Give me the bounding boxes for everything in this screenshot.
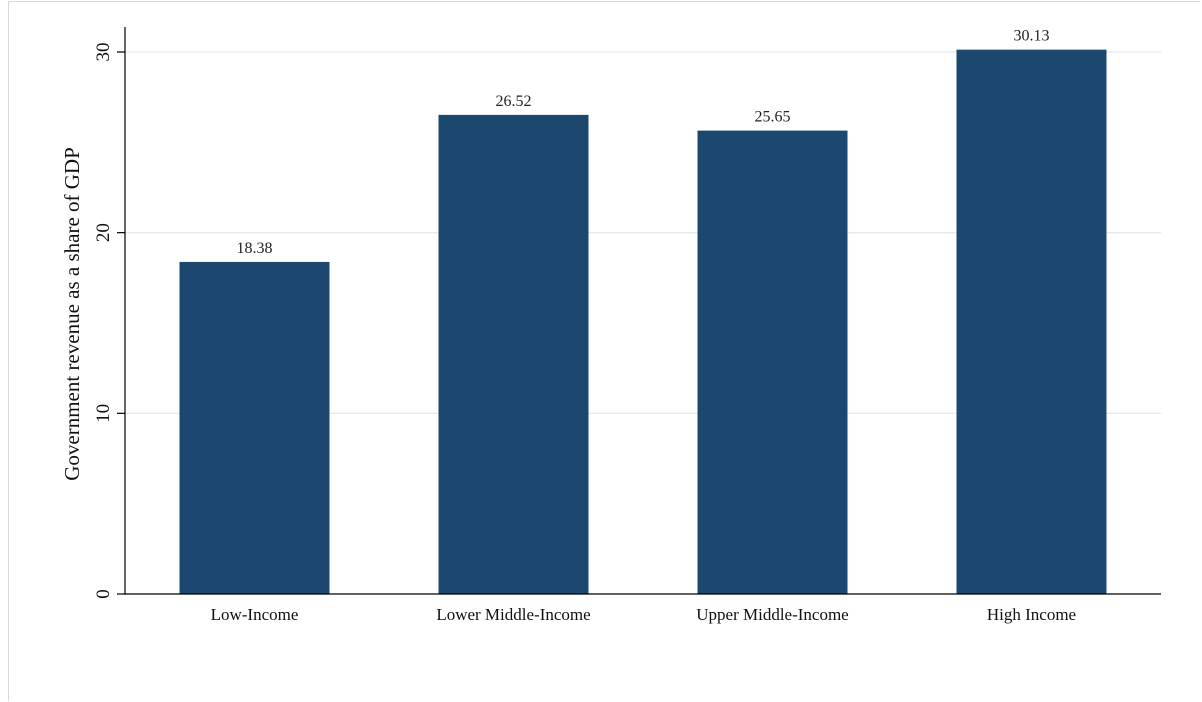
axes [117,27,1161,595]
y-tick-label: 30 [93,43,114,62]
x-tick-label: High Income [987,605,1076,624]
frame-left-border [8,1,9,701]
y-tick-label: 20 [93,223,114,242]
x-tick-label: Low-Income [211,605,299,624]
data-label: 25.65 [755,109,791,126]
bar-low-income [179,261,330,594]
data-label: 30.13 [1014,28,1050,45]
bar-upper-middle-income [697,130,848,594]
bars [179,49,1107,595]
y-tick-label: 10 [93,404,114,423]
data-label: 26.52 [496,93,532,110]
bar-lower-middle-income [438,114,589,594]
y-axis-title: Government revenue as a share of GDP [60,147,84,481]
bar-high-income [956,49,1107,595]
frame-top-border [8,1,1200,2]
x-tick-label: Upper Middle-Income [696,605,848,624]
x-tick-label: Lower Middle-Income [436,605,590,624]
data-label: 18.38 [237,240,273,257]
y-tick-label: 0 [93,589,114,599]
labels: 18.38 Low-Income 26.52 Lower Middle-Income 2… [93,28,1076,624]
